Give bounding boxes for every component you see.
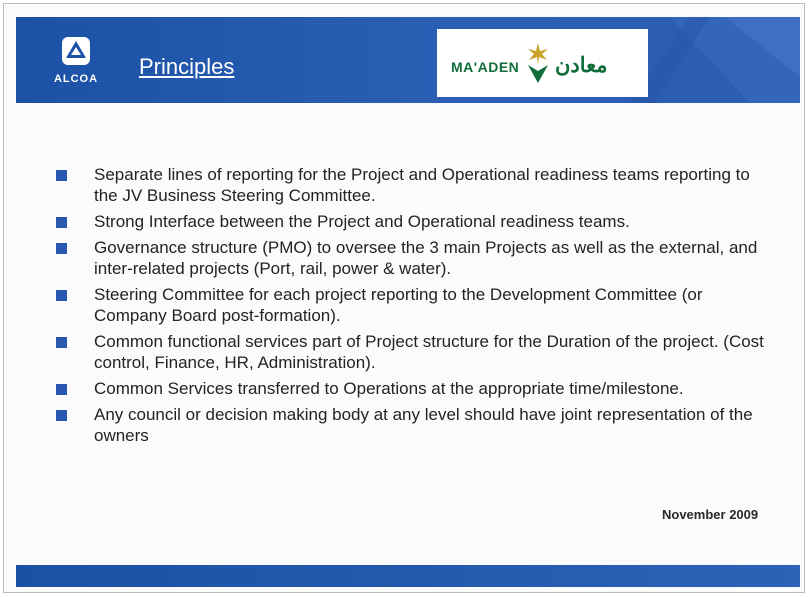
slide: ALCOA Principles MA'ADEN معادن Separate …	[3, 3, 805, 593]
bullet-square-icon	[56, 410, 67, 421]
list-item: Any council or decision making body at a…	[56, 404, 776, 446]
bullet-square-icon	[56, 337, 67, 348]
list-item: Separate lines of reporting for the Proj…	[56, 164, 776, 206]
list-item: Strong Interface between the Project and…	[56, 211, 776, 232]
list-item-text: Separate lines of reporting for the Proj…	[94, 165, 750, 205]
bullet-square-icon	[56, 243, 67, 254]
list-item-text: Steering Committee for each project repo…	[94, 285, 703, 325]
alcoa-logo-text: ALCOA	[53, 73, 99, 85]
principles-list: Separate lines of reporting for the Proj…	[56, 164, 776, 451]
header-decoration	[630, 17, 800, 103]
bullet-square-icon	[56, 290, 67, 301]
list-item-text: Strong Interface between the Project and…	[94, 212, 630, 231]
alcoa-logo: ALCOA	[46, 36, 106, 86]
maaden-logo-arabic-text: معادن	[555, 54, 608, 77]
alcoa-mark-icon	[62, 37, 90, 65]
list-item: Governance structure (PMO) to oversee th…	[56, 237, 776, 279]
bullet-square-icon	[56, 170, 67, 181]
list-item-text: Common Services transferred to Operation…	[94, 379, 684, 398]
maaden-star-icon	[528, 43, 548, 83]
list-item: Common functional services part of Proje…	[56, 331, 776, 373]
list-item: Common Services transferred to Operation…	[56, 378, 776, 399]
footer-bar	[16, 565, 800, 587]
maaden-logo-latin-text: MA'ADEN	[451, 59, 520, 75]
bullet-square-icon	[56, 384, 67, 395]
list-item-text: Common functional services part of Proje…	[94, 332, 764, 372]
list-item: Steering Committee for each project repo…	[56, 284, 776, 326]
presentation-date: November 2009	[662, 507, 759, 522]
bullet-square-icon	[56, 217, 67, 228]
list-item-text: Any council or decision making body at a…	[94, 405, 753, 445]
page-title: Principles	[139, 54, 235, 79]
maaden-logo: MA'ADEN معادن	[437, 29, 648, 97]
list-item-text: Governance structure (PMO) to oversee th…	[94, 238, 758, 278]
header-bar: ALCOA Principles MA'ADEN معادن	[16, 17, 800, 103]
